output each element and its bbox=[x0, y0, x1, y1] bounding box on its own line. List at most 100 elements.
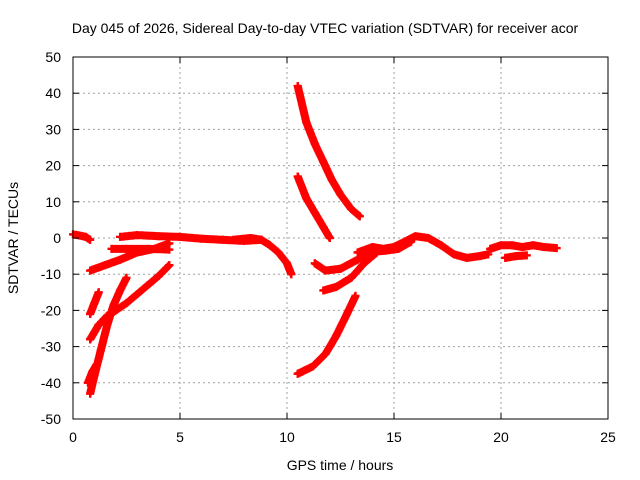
data-point bbox=[283, 259, 291, 268]
data-point bbox=[336, 264, 345, 273]
data-point bbox=[133, 231, 142, 240]
data-point bbox=[143, 281, 152, 290]
data-point bbox=[90, 299, 99, 308]
data-point bbox=[518, 243, 527, 252]
data-point bbox=[332, 282, 341, 291]
series-arc-6 bbox=[83, 360, 101, 387]
data-point bbox=[342, 310, 351, 319]
data-point bbox=[293, 81, 302, 90]
data-point bbox=[347, 205, 356, 214]
data-point bbox=[507, 241, 516, 250]
data-point bbox=[484, 250, 493, 259]
data-point bbox=[355, 212, 364, 221]
x-tick-label: 0 bbox=[69, 429, 77, 445]
data-point bbox=[143, 244, 152, 253]
data-point bbox=[75, 231, 84, 240]
data-point bbox=[336, 190, 345, 199]
data-point bbox=[165, 261, 174, 270]
data-point bbox=[319, 223, 328, 232]
data-point bbox=[107, 244, 116, 253]
data-point bbox=[122, 244, 131, 253]
data-point bbox=[319, 286, 328, 295]
data-point bbox=[165, 245, 174, 254]
series-markers bbox=[86, 239, 174, 275]
data-point bbox=[86, 235, 95, 244]
data-point bbox=[308, 362, 317, 371]
data-point bbox=[310, 208, 319, 217]
data-point bbox=[327, 176, 336, 185]
data-point bbox=[81, 232, 90, 241]
series-arc-17 bbox=[486, 241, 561, 253]
data-point bbox=[522, 251, 531, 260]
data-point bbox=[116, 255, 125, 264]
data-point bbox=[321, 266, 330, 275]
y-tick-label: 20 bbox=[45, 158, 61, 174]
data-point bbox=[475, 252, 484, 261]
data-point bbox=[437, 241, 446, 250]
chart-title: Day 045 of 2026, Sidereal Day-to-day VTE… bbox=[72, 20, 579, 36]
data-point bbox=[310, 259, 319, 268]
data-point bbox=[347, 273, 356, 282]
data-point bbox=[368, 247, 377, 256]
data-point bbox=[229, 235, 238, 244]
series-markers bbox=[107, 244, 174, 254]
data-point bbox=[246, 234, 255, 242]
data-point bbox=[154, 232, 163, 241]
y-tick-label: 50 bbox=[45, 49, 61, 65]
x-axis-label: GPS time / hours bbox=[287, 457, 394, 473]
data-point bbox=[218, 235, 227, 244]
data-point bbox=[424, 234, 433, 242]
y-tick-label: 30 bbox=[45, 121, 61, 137]
series-arc-7 bbox=[107, 244, 174, 254]
data-point bbox=[351, 291, 360, 300]
data-point bbox=[88, 367, 97, 376]
data-point bbox=[86, 310, 95, 319]
data-point bbox=[176, 232, 184, 241]
series-arc-11 bbox=[293, 172, 334, 242]
data-point bbox=[381, 246, 390, 255]
data-point bbox=[302, 194, 311, 203]
data-point bbox=[411, 232, 420, 241]
data-point bbox=[319, 157, 328, 166]
data-point bbox=[94, 288, 103, 297]
series-arc-14 bbox=[293, 291, 360, 378]
data-point bbox=[497, 241, 505, 250]
series-arc-4 bbox=[86, 288, 103, 319]
data-point bbox=[302, 118, 311, 127]
data-point bbox=[293, 369, 302, 378]
series-markers bbox=[293, 172, 334, 242]
y-tick-label: -50 bbox=[41, 411, 61, 427]
data-point bbox=[101, 261, 110, 270]
data-point bbox=[332, 331, 341, 340]
series-arc-9 bbox=[229, 234, 296, 279]
y-tick-label: -20 bbox=[41, 302, 61, 318]
ticks: 0 5 10 15 20 25 50 40 30 20 10 0 -10 -20 -30 -40 -50 bbox=[41, 49, 616, 445]
series-markers bbox=[293, 291, 360, 378]
y-tick-label: 0 bbox=[53, 230, 61, 246]
series-arc-16 bbox=[368, 237, 416, 256]
data-point bbox=[501, 253, 510, 262]
data-point bbox=[257, 235, 266, 244]
data-point bbox=[83, 378, 92, 387]
data-point bbox=[310, 139, 319, 148]
data-point bbox=[265, 241, 274, 250]
data-point bbox=[539, 243, 548, 252]
y-tick-label: 40 bbox=[45, 85, 61, 101]
data-series bbox=[69, 81, 561, 398]
grid bbox=[73, 57, 608, 419]
data-point bbox=[462, 253, 471, 262]
data-point bbox=[122, 273, 131, 282]
y-tick-label: -40 bbox=[41, 375, 61, 391]
data-point bbox=[321, 349, 330, 358]
data-point bbox=[116, 286, 125, 295]
y-tick-label: -30 bbox=[41, 339, 61, 355]
data-point bbox=[109, 300, 118, 309]
data-point bbox=[449, 250, 458, 259]
data-point bbox=[407, 237, 416, 246]
data-point bbox=[122, 299, 131, 308]
y-tick-label: -10 bbox=[41, 266, 61, 282]
y-tick-label: 10 bbox=[45, 194, 61, 210]
data-point bbox=[552, 244, 561, 253]
data-point bbox=[293, 172, 302, 181]
data-point bbox=[353, 255, 362, 264]
